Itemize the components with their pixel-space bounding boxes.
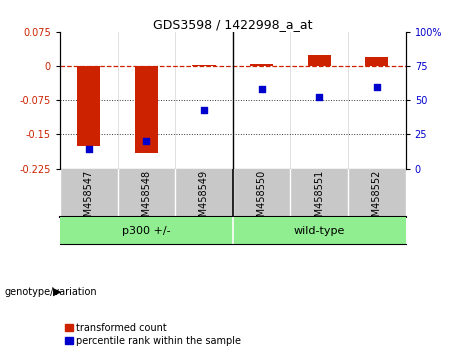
Text: GSM458547: GSM458547 <box>84 170 94 229</box>
Text: wild-type: wild-type <box>294 226 345 236</box>
Legend: transformed count, percentile rank within the sample: transformed count, percentile rank withi… <box>65 323 242 346</box>
Text: GSM458551: GSM458551 <box>314 170 324 229</box>
Point <box>373 84 381 89</box>
Text: p300 +/-: p300 +/- <box>122 226 171 236</box>
Point <box>85 147 92 152</box>
Point <box>315 95 323 100</box>
Text: GSM458552: GSM458552 <box>372 170 382 229</box>
Bar <box>77 66 100 146</box>
Text: ▶: ▶ <box>53 287 61 297</box>
Point <box>142 138 150 144</box>
Title: GDS3598 / 1422998_a_at: GDS3598 / 1422998_a_at <box>153 18 313 31</box>
Bar <box>365 57 388 66</box>
Text: GSM458549: GSM458549 <box>199 170 209 229</box>
Bar <box>250 64 273 66</box>
Text: genotype/variation: genotype/variation <box>5 287 97 297</box>
Text: GSM458550: GSM458550 <box>257 170 266 229</box>
Bar <box>308 55 331 66</box>
Bar <box>193 65 216 66</box>
Point <box>258 86 266 92</box>
Point <box>200 107 207 113</box>
Bar <box>135 66 158 153</box>
Text: GSM458548: GSM458548 <box>142 170 151 229</box>
